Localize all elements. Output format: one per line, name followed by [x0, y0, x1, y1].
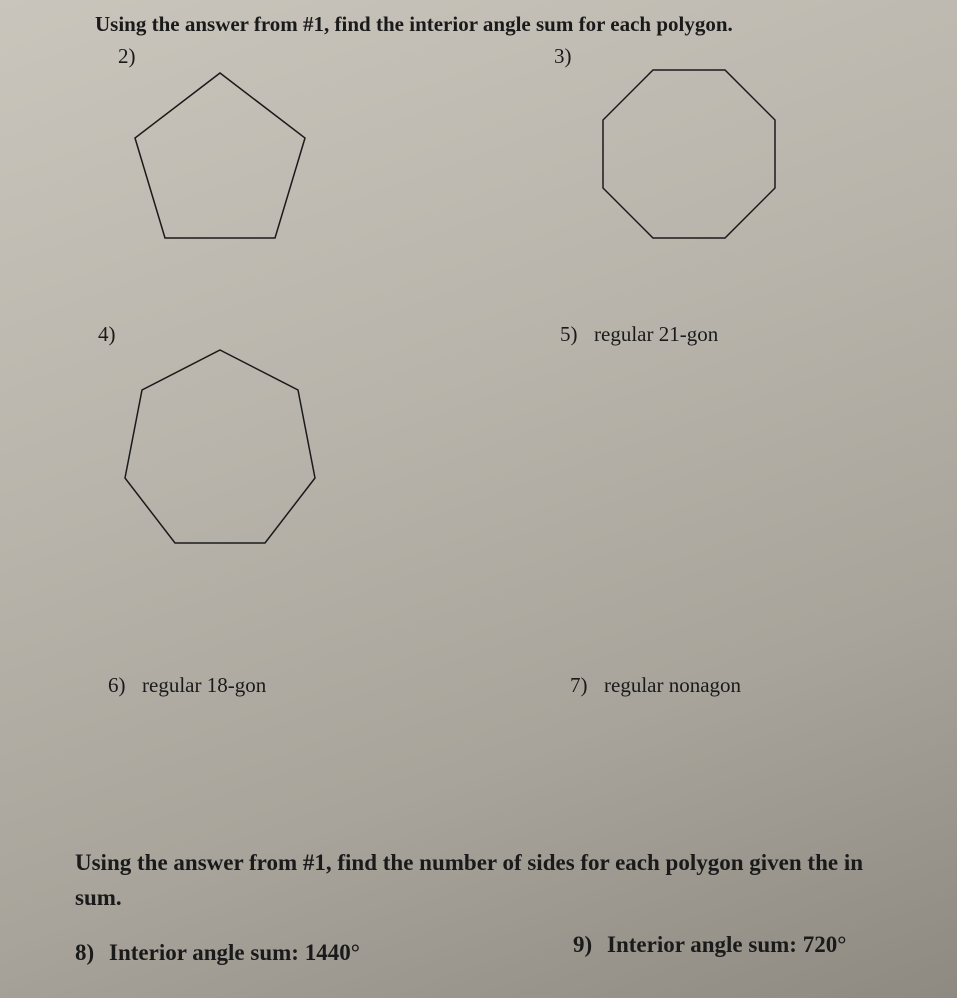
heptagon-shape [120, 338, 320, 555]
instruction-2-line2: sum. [75, 885, 122, 911]
instruction-1: Using the answer from #1, find the inter… [95, 12, 733, 37]
problem-4-label: 4) [98, 322, 116, 347]
problem-9-text: Interior angle sum: 720° [607, 932, 846, 958]
problem-8-label: 8) [75, 940, 94, 966]
instruction-2-line1: Using the answer from #1, find the numbe… [75, 850, 863, 876]
problem-5-text: regular 21-gon [594, 322, 718, 347]
problem-5-label: 5) [560, 322, 578, 347]
problem-7-text: regular nonagon [604, 673, 741, 698]
worksheet-page: Using the answer from #1, find the inter… [0, 0, 957, 998]
problem-3-label: 3) [554, 44, 572, 69]
problem-9-label: 9) [573, 932, 592, 958]
problem-8-text: Interior angle sum: 1440° [109, 940, 360, 966]
problem-6-text: regular 18-gon [142, 673, 266, 698]
octagon-shape [595, 58, 783, 250]
problem-7-label: 7) [570, 673, 588, 698]
problem-6-label: 6) [108, 673, 126, 698]
pentagon-shape [120, 58, 320, 253]
